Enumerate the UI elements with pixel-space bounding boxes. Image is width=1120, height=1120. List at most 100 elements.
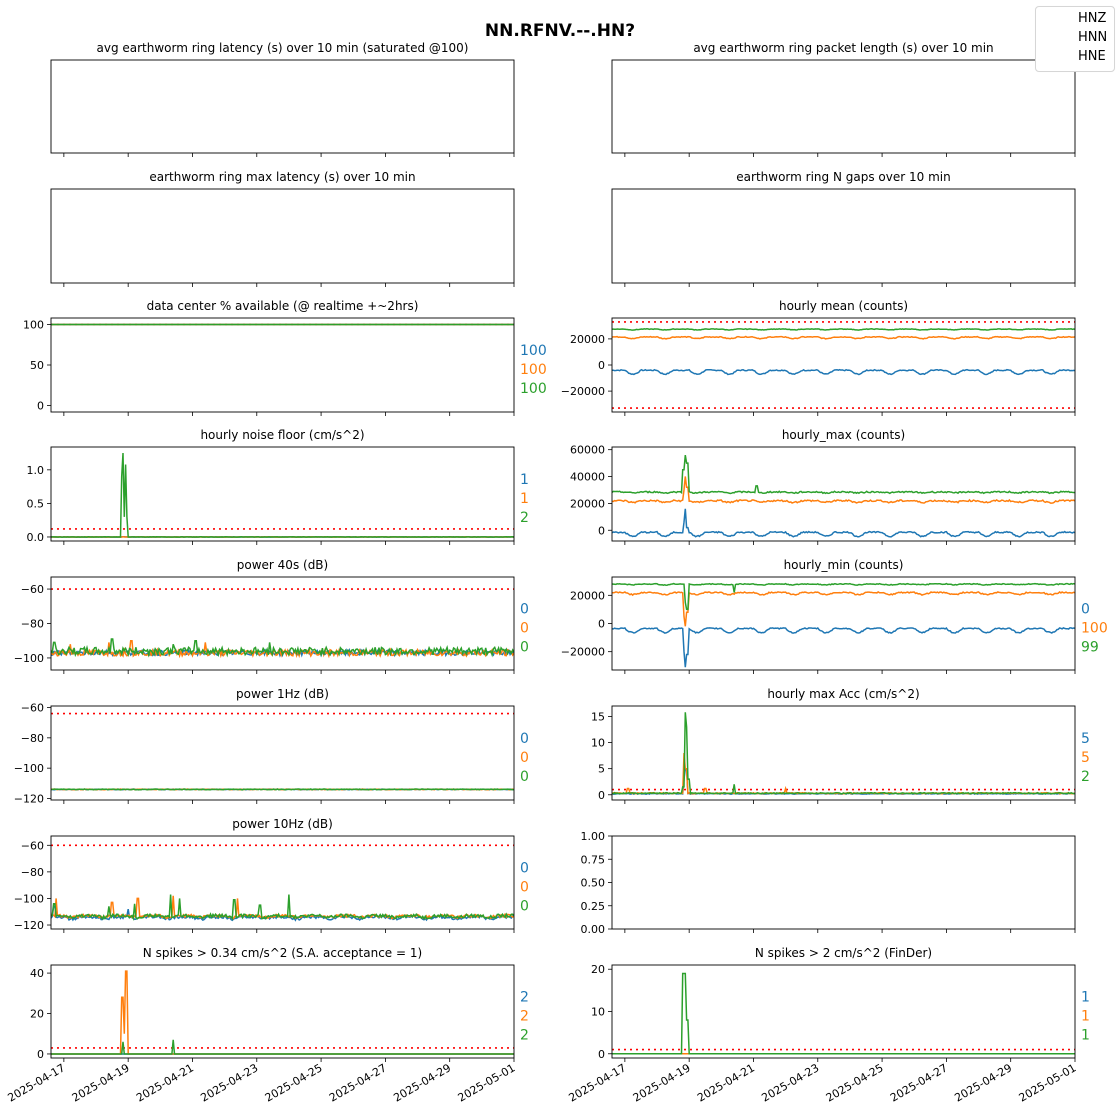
series-line-hnn <box>612 752 1075 795</box>
x-tick-label: 2025-04-27 <box>327 1061 389 1104</box>
channel-annotation: 0 <box>520 861 529 877</box>
y-tick-label: −20000 <box>561 385 605 398</box>
panel-p6: hourly mean (counts) −20000 0 20000 <box>561 299 1076 416</box>
y-tick-label: 40000 <box>570 471 605 484</box>
channel-annotation: 2 <box>1081 769 1090 785</box>
panel-p12: hourly max Acc (cm/s^2) 0 5 10 15 5 5 2 <box>591 687 1090 804</box>
series-line-hnn <box>612 335 1075 340</box>
panel-p10: hourly_min (counts) −20000 0 20000 0 100 99 <box>561 558 1108 674</box>
y-tick-label: −60 <box>21 839 44 852</box>
plot-frame <box>611 59 1076 154</box>
y-tick-label: 10 <box>591 1006 605 1019</box>
y-tick-label: 20000 <box>570 333 605 346</box>
series-line-hne <box>51 1039 514 1055</box>
channel-annotation: 1 <box>1081 990 1090 1006</box>
plot-frame <box>50 317 515 413</box>
panel-title: N spikes > 0.34 cm/s^2 (S.A. acceptance … <box>143 946 422 960</box>
y-tick-label: 20000 <box>570 589 605 602</box>
y-tick-label: 0 <box>598 618 605 631</box>
legend-entry-hnn: HNN <box>1078 30 1108 45</box>
channel-annotation: 5 <box>1081 750 1090 766</box>
panel-title: avg earthworm ring latency (s) over 10 m… <box>97 41 469 55</box>
y-tick-label: 60000 <box>570 444 605 457</box>
plot-frame <box>611 705 1076 801</box>
plot-frame <box>611 317 1076 413</box>
series-line-hne <box>612 972 1075 1055</box>
series-line-hne <box>51 452 514 538</box>
y-tick-label: −80 <box>21 732 44 745</box>
series-line-hne <box>612 328 1075 331</box>
panel-title: hourly_max (counts) <box>782 428 905 442</box>
y-tick-label: −20000 <box>561 646 605 659</box>
series-line-hnn <box>612 476 1075 504</box>
plot-frame <box>50 964 515 1059</box>
x-tick-label: 2025-04-27 <box>888 1061 950 1104</box>
y-tick-label: −120 <box>14 919 44 932</box>
channel-annotation: 1 <box>520 491 529 507</box>
panel-title: hourly_min (counts) <box>784 558 904 572</box>
x-tick-label: 2025-04-23 <box>198 1061 260 1104</box>
figure-title: NN.RFNV.--.HN? <box>485 21 635 41</box>
y-tick-label: −60 <box>21 702 44 715</box>
y-tick-label: 50 <box>30 359 44 372</box>
x-tick-label: 2025-04-19 <box>631 1061 693 1104</box>
y-tick-label: 20 <box>30 1008 44 1021</box>
panel-title: earthworm ring max latency (s) over 10 m… <box>149 170 415 184</box>
x-tick-label: 2025-04-25 <box>263 1061 325 1104</box>
plot-frame <box>611 576 1076 671</box>
y-tick-label: 15 <box>591 710 605 723</box>
y-tick-label: 0 <box>598 359 605 372</box>
y-tick-label: 0 <box>37 400 44 413</box>
series-line-hnz <box>51 905 514 922</box>
channel-annotation: 100 <box>520 343 547 359</box>
panel-p9: power 40s (dB) −100 −80 −60 0 0 0 <box>14 558 529 674</box>
y-tick-label: 40 <box>30 967 44 980</box>
panel-title: power 40s (dB) <box>237 558 328 572</box>
y-tick-label: 0.50 <box>581 877 606 890</box>
panel-p13: power 10Hz (dB) −120 −100 −80 −60 0 0 0 <box>14 817 529 933</box>
panel-p11: power 1Hz (dB) −120 −100 −80 −60 0 0 0 <box>14 687 529 805</box>
x-tick-label: 2025-04-23 <box>759 1061 821 1104</box>
channel-annotation: 0 <box>1081 602 1090 618</box>
y-tick-label: 0.5 <box>27 497 45 510</box>
channel-annotation: 0 <box>520 621 529 637</box>
panel-p16: N spikes > 2 cm/s^2 (FinDer) 0 10 20 2025-04… <box>566 946 1089 1105</box>
y-tick-label: 5 <box>598 763 605 776</box>
y-tick-label: −80 <box>21 866 44 879</box>
y-tick-label: 0.75 <box>581 853 606 866</box>
panel-p5: data center % available (@ realtime +~2h… <box>23 299 547 416</box>
panel-title: hourly noise floor (cm/s^2) <box>200 428 364 442</box>
panel-title: data center % available (@ realtime +~2h… <box>147 299 419 313</box>
panel-title: earthworm ring N gaps over 10 min <box>736 170 950 184</box>
channel-annotation: 100 <box>520 362 547 378</box>
channel-annotation: 5 <box>1081 731 1090 747</box>
y-tick-label: −100 <box>14 652 44 665</box>
series-line-hne <box>612 582 1075 611</box>
plot-frame <box>50 835 515 930</box>
panel-title: N spikes > 2 cm/s^2 (FinDer) <box>755 946 932 960</box>
legend-entry-hnz: HNZ <box>1078 11 1107 26</box>
x-tick-label: 2025-04-19 <box>70 1061 132 1104</box>
channel-annotation: 0 <box>520 880 529 896</box>
channel-annotation: 0 <box>520 640 529 656</box>
x-tick-label: 2025-04-21 <box>695 1061 757 1104</box>
y-tick-label: −100 <box>14 762 44 775</box>
panel-title: hourly mean (counts) <box>779 299 908 313</box>
plot-frame <box>50 59 515 154</box>
y-tick-label: −80 <box>21 618 44 631</box>
y-tick-label: −100 <box>14 892 44 905</box>
series-line-hnz <box>612 368 1075 376</box>
plot-frame <box>611 188 1076 284</box>
channel-annotation: 100 <box>1081 621 1108 637</box>
channel-annotation: 100 <box>520 381 547 397</box>
plot-frame <box>50 446 515 542</box>
y-tick-label: 0.0 <box>27 531 45 544</box>
channel-annotation: 1 <box>1081 1028 1090 1044</box>
panel-title: power 1Hz (dB) <box>236 687 329 701</box>
series-line-hnz <box>612 626 1075 668</box>
y-tick-label: −60 <box>21 583 44 596</box>
channel-annotation: 0 <box>520 602 529 618</box>
y-tick-label: 0.25 <box>581 900 606 913</box>
x-tick-label: 2025-04-29 <box>391 1061 453 1104</box>
plot-frame <box>611 964 1076 1059</box>
